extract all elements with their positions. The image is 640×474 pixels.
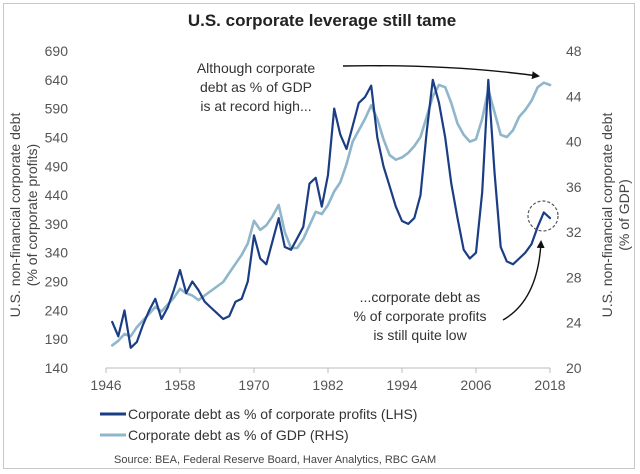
x-tick-label-2018: 2018 [534,377,565,393]
annotation-profits-line3: is still quite low [373,327,467,343]
left-axis-title-line1: U.S. non-financial corporate debt [7,113,23,318]
left-tick-label-240: 240 [45,302,69,318]
right-tick-label-24: 24 [566,315,582,331]
left-tick-label-640: 640 [45,72,69,88]
x-axis-ticks: 1946 1958 1970 1982 1994 2006 2018 [90,368,566,393]
x-tick-label-2006: 2006 [460,377,491,393]
x-tick-label-1970: 1970 [238,377,269,393]
series-layer [110,78,552,349]
right-tick-label-44: 44 [566,88,582,104]
annotation-gdp-line2: debt as % of GDP [200,79,312,95]
annotation-profits: ...corporate debt as % of corporate prof… [353,200,559,343]
right-axis-title: U.S. non-financial corporate debt (% of … [599,113,632,318]
x-tick-label-1958: 1958 [164,377,195,393]
right-tick-label-48: 48 [566,43,582,59]
right-axis-title-line1: U.S. non-financial corporate debt [599,113,615,318]
right-tick-label-40: 40 [566,134,582,150]
right-axis-title-line2: (% of GDP) [616,179,632,251]
left-axis-title-line2: (% of corporate profits) [24,144,40,286]
left-tick-label-340: 340 [45,245,69,261]
left-tick-label-490: 490 [45,158,69,174]
right-tick-label-32: 32 [566,224,582,240]
left-tick-label-140: 140 [45,360,69,376]
source-note: Source: BEA, Federal Reserve Board, Have… [114,454,436,466]
left-axis-title: U.S. non-financial corporate debt (% of … [7,113,40,318]
annotation-gdp-line3: is at record high... [200,98,311,114]
annotation-highlight-circle [527,200,559,232]
annotation-gdp-arrow [342,65,540,80]
annotation-gdp: Although corporate debt as % of GDP is a… [197,60,540,114]
legend: Corporate debt as % of corporate profits… [100,406,417,443]
left-tick-label-390: 390 [45,216,69,232]
annotation-profits-arrow [502,240,545,321]
annotation-profits-line2: % of corporate profits [353,308,486,324]
chart-frame [3,3,635,469]
right-tick-label-28: 28 [566,269,582,285]
x-tick-label-1982: 1982 [312,377,343,393]
right-tick-label-36: 36 [566,179,582,195]
legend-label-profits: Corporate debt as % of corporate profits… [128,406,417,422]
left-tick-label-540: 540 [45,129,69,145]
left-tick-label-690: 690 [45,43,69,59]
left-tick-label-590: 590 [45,101,69,117]
right-axis-ticks: 20 24 28 32 36 40 44 48 [566,43,582,376]
legend-label-gdp: Corporate debt as % of GDP (RHS) [128,427,349,443]
series-line-gdp [110,81,552,347]
series-line-profits [111,78,552,349]
x-tick-label-1946: 1946 [90,377,121,393]
left-tick-label-290: 290 [45,274,69,290]
left-axis-ticks: 140 190 240 290 340 390 440 490 540 590 640 690 [45,43,69,376]
left-tick-label-190: 190 [45,331,69,347]
annotation-profits-line1: ...corporate debt as [360,289,481,305]
annotation-gdp-line1: Although corporate [197,60,316,76]
chart-title: U.S. corporate leverage still tame [188,11,456,30]
right-tick-label-20: 20 [566,360,582,376]
left-tick-label-440: 440 [45,187,69,203]
x-tick-label-1994: 1994 [386,377,417,393]
